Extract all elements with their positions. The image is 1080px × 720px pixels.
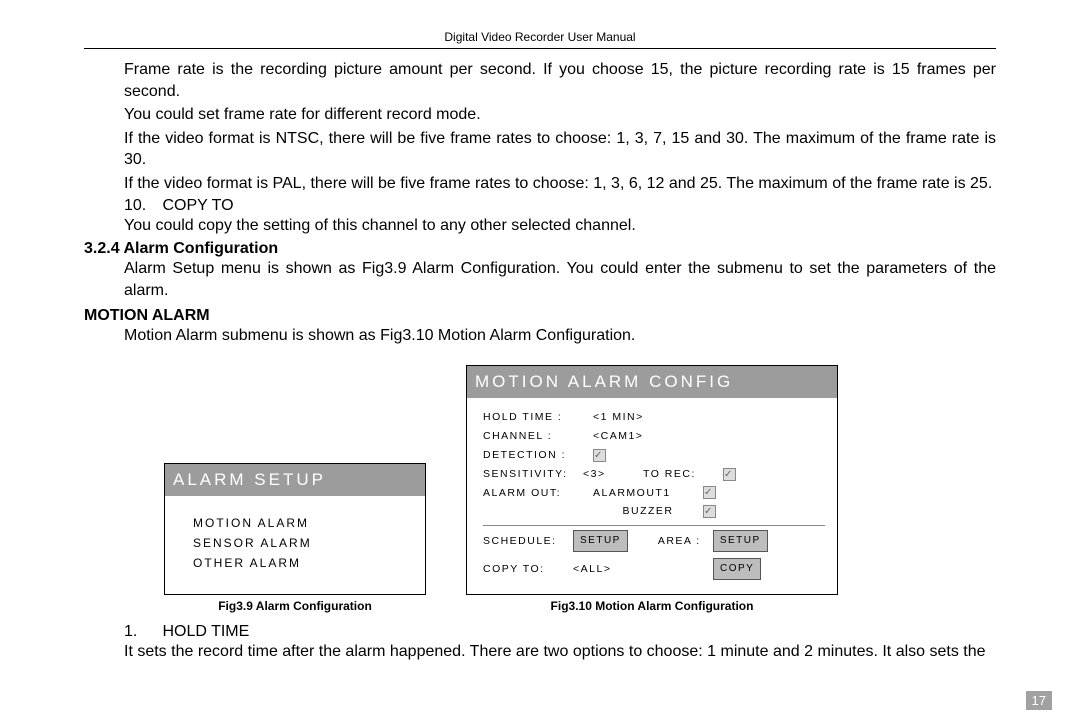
area-label: AREA :	[658, 532, 713, 551]
channel-label: CHANNEL :	[483, 427, 593, 446]
para-alarm-setup: Alarm Setup menu is shown as Fig3.9 Alar…	[124, 258, 996, 301]
buzzer-label: BUZZER	[593, 502, 703, 521]
para-motion: Motion Alarm submenu is shown as Fig3.10…	[124, 325, 996, 347]
section-heading: 3.2.4 Alarm Configuration	[84, 240, 996, 258]
alarm-setup-title: ALARM SETUP	[165, 464, 425, 496]
divider	[483, 525, 825, 526]
para-alarm: Alarm Setup menu is shown as Fig3.9 Alar…	[124, 258, 996, 301]
detection-label: DETECTION :	[483, 446, 593, 465]
body-text: Frame rate is the recording picture amou…	[124, 59, 996, 195]
para-holdtime: It sets the record time after the alarm …	[124, 641, 996, 663]
para-pal: If the video format is PAL, there will b…	[124, 173, 996, 195]
sub-heading-motion: MOTION ALARM	[84, 307, 996, 325]
list-item-holdtime: 1. HOLD TIME	[124, 623, 996, 641]
motion-alarm-panel: MOTION ALARM CONFIG HOLD TIME : <1 MIN> …	[466, 365, 838, 595]
para-framerate-1: Frame rate is the recording picture amou…	[124, 59, 996, 102]
list-num-1: 1.	[124, 623, 158, 641]
copy-button[interactable]: COPY	[713, 558, 761, 580]
torec-checkbox[interactable]	[723, 468, 736, 481]
motion-alarm-title: MOTION ALARM CONFIG	[467, 366, 837, 398]
buzzer-checkbox[interactable]	[703, 505, 716, 518]
list-num-10: 10.	[124, 197, 158, 215]
schedule-setup-button[interactable]: SETUP	[573, 530, 628, 552]
detection-checkbox[interactable]	[593, 449, 606, 462]
para-copyto: You could copy the setting of this chann…	[124, 215, 996, 237]
alarmout1-label: ALARMOUT1	[593, 484, 703, 503]
menu-sensor-alarm[interactable]: SENSOR ALARM	[193, 536, 415, 550]
alarmout1-checkbox[interactable]	[703, 486, 716, 499]
channel-value[interactable]: <CAM1>	[593, 427, 643, 446]
list-label-1: HOLD TIME	[162, 623, 249, 640]
sensitivity-label: SENSITIVITY:	[483, 465, 583, 484]
alarmout-label: ALARM OUT:	[483, 484, 593, 503]
para-motion-desc: Motion Alarm submenu is shown as Fig3.10…	[124, 325, 996, 347]
caption-left: Fig3.9 Alarm Configuration	[218, 599, 372, 613]
para-holdtime-desc: It sets the record time after the alarm …	[124, 641, 996, 663]
page-header: Digital Video Recorder User Manual	[84, 30, 996, 49]
menu-motion-alarm[interactable]: MOTION ALARM	[193, 516, 415, 530]
para-ntsc: If the video format is NTSC, there will …	[124, 128, 996, 171]
page-number: 17	[1026, 691, 1052, 710]
caption-right: Fig3.10 Motion Alarm Configuration	[551, 599, 754, 613]
area-setup-button[interactable]: SETUP	[713, 530, 768, 552]
list-label-10: COPY TO	[162, 197, 233, 214]
list-item-copyto: 10. COPY TO	[124, 197, 996, 215]
para-framerate-2: You could set frame rate for different r…	[124, 104, 996, 126]
alarm-setup-panel: ALARM SETUP MOTION ALARM SENSOR ALARM OT…	[164, 463, 426, 595]
copyto-label: COPY TO:	[483, 560, 573, 579]
figure-left: ALARM SETUP MOTION ALARM SENSOR ALARM OT…	[164, 463, 426, 613]
schedule-label: SCHEDULE:	[483, 532, 573, 551]
menu-other-alarm[interactable]: OTHER ALARM	[193, 556, 415, 570]
torec-label: TO REC:	[643, 465, 723, 484]
para-copyto-desc: You could copy the setting of this chann…	[124, 215, 996, 237]
hold-time-value[interactable]: <1 MIN>	[593, 408, 644, 427]
section-title: Alarm Configuration	[123, 240, 278, 257]
section-number: 3.2.4	[84, 240, 120, 257]
figure-right: MOTION ALARM CONFIG HOLD TIME : <1 MIN> …	[466, 365, 838, 613]
copyto-value[interactable]: <ALL>	[573, 560, 643, 579]
sensitivity-value[interactable]: <3>	[583, 465, 643, 484]
hold-time-label: HOLD TIME :	[483, 408, 593, 427]
